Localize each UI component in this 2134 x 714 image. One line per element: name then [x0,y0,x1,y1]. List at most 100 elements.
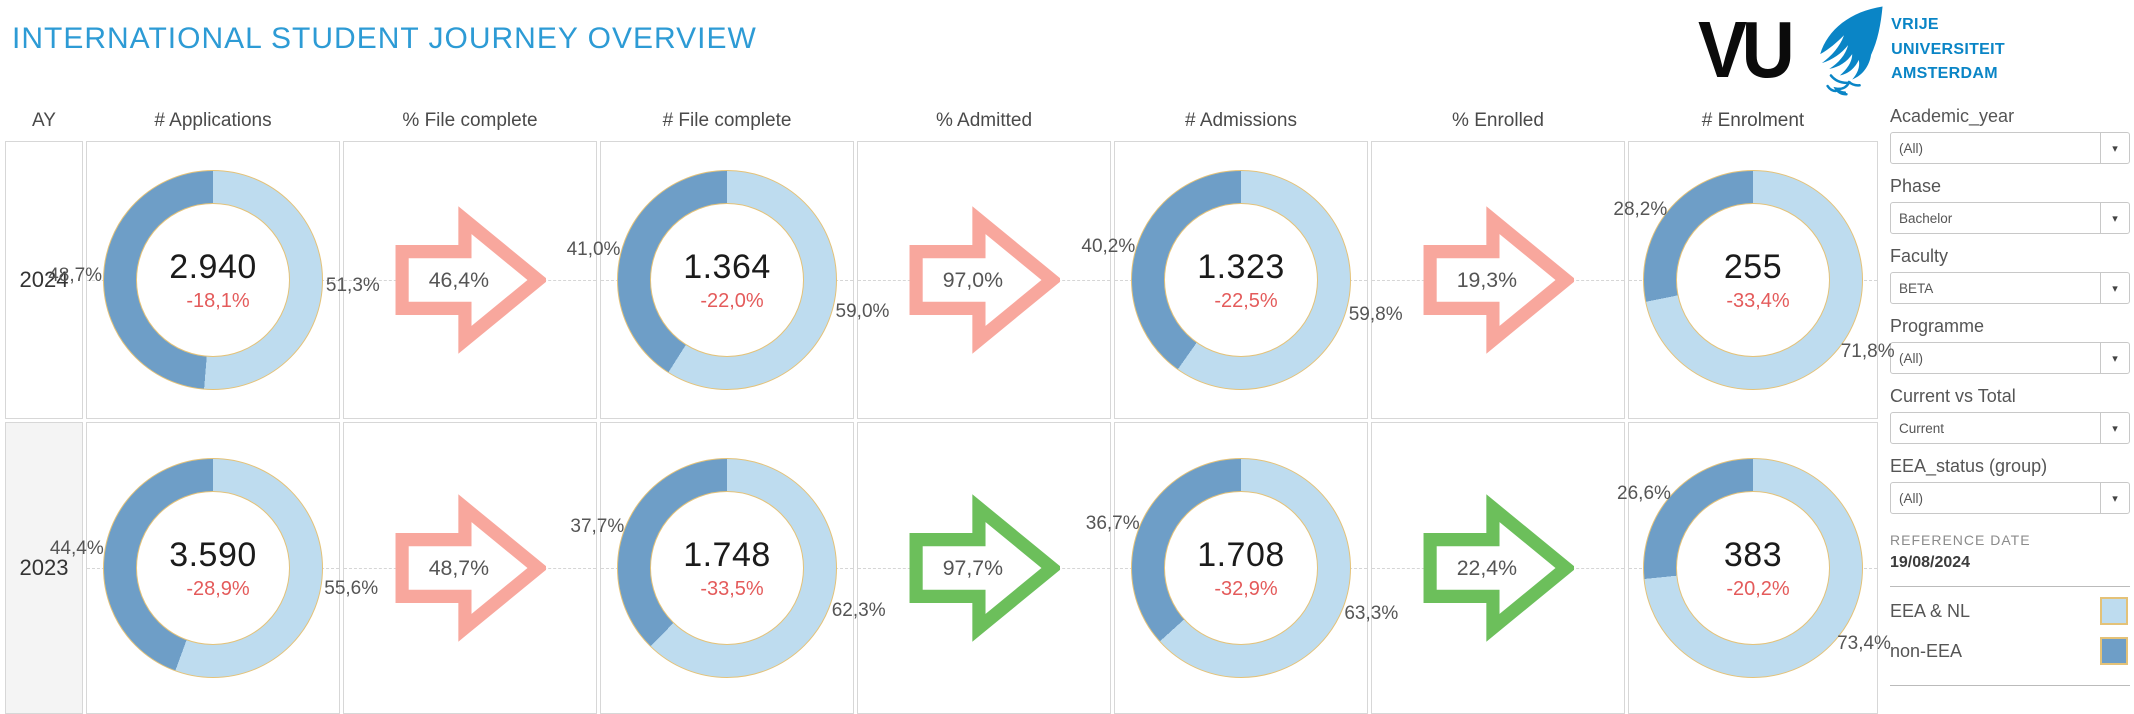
non-eea-share-label: 28,2% [1613,199,1668,221]
column-header-ay: AY [32,110,56,131]
donut-file-complete-2024[interactable]: 1.364 -22,0% 41,0% 59,0% [567,141,889,419]
arrow-file-complete-rate-2024[interactable]: 46,4% [343,141,597,419]
eea-status-select[interactable]: (All) ▾ [1890,482,2130,514]
donut-applications-2023[interactable]: 3.590 -28,9% 44,4% 55,6% [50,422,378,714]
filter-label: Faculty [1890,246,1949,266]
eea-nl-share-label: 59,0% [835,301,890,323]
eea-nl-share-label: 62,3% [831,600,886,622]
donut-value: 1.748 [683,535,771,574]
donut-value: 255 [1723,247,1783,286]
arrow-admitted-rate-2023[interactable]: 97,7% [857,422,1111,714]
selected-value: (All) [1899,350,1923,366]
chevron-down-icon[interactable]: ▾ [2100,413,2129,443]
donut-ring: 2.940 -18,1% [103,170,323,390]
legend-divider [1890,586,2130,587]
svg-text:22,4%: 22,4% [1457,556,1517,580]
ay-label-2023: 2023 [5,422,83,714]
arrow-enrolled-rate-2024[interactable]: 19,3% [1371,141,1625,419]
legend-divider [1890,685,2130,686]
selected-value: (All) [1899,490,1923,506]
donut-value: 3.590 [169,535,257,574]
programme-select[interactable]: (All) ▾ [1890,342,2130,374]
vu-name: VRIJE UNIVERSITEIT AMSTERDAM [1891,13,2005,87]
selected-value: Current [1899,420,1945,436]
donut-value: 1.708 [1197,535,1285,574]
svg-text:97,7%: 97,7% [943,556,1003,580]
donut-hole: 2.940 -18,1% [136,203,290,357]
donut-file-complete-2023[interactable]: 1.748 -33,5% 37,7% 62,3% [570,422,886,714]
non-eea-share-label: 44,4% [49,538,104,560]
current-vs-total-select[interactable]: Current ▾ [1890,412,2130,444]
donut-value: 1.323 [1197,247,1285,286]
donut-applications-2024[interactable]: 2.940 -18,1% 48,7% 51,3% [48,141,380,419]
donut-value: 1.364 [683,247,771,286]
filter-label: Programme [1890,316,1985,336]
eea-nl-share-label: 55,6% [324,577,379,599]
legend-label: non-EEA [1890,640,1963,661]
donut-admissions-2024[interactable]: 1.323 -22,5% 40,2% 59,8% [1081,141,1403,419]
vu-name-line: VRIJE [1891,15,1939,33]
conversion-arrow-icon: 97,7% [909,494,1060,642]
arrow-admitted-rate-2024[interactable]: 97,0% [857,141,1111,419]
chevron-down-icon[interactable]: ▾ [2100,273,2129,303]
filter-academic-year: Academic_year (All) ▾ [1890,106,2130,164]
column-header-enrolment: # Enrolment [1701,110,1805,131]
non-eea-share-label: 48,7% [48,265,103,287]
selected-value: BETA [1899,280,1934,296]
page-title: INTERNATIONAL STUDENT JOURNEY OVERVIEW [12,22,757,55]
donut-hole: 1.323 -22,5% [1164,203,1318,357]
non-eea-share-label: 36,7% [1085,512,1140,534]
vu-griffin-icon [1820,6,1883,96]
arrow-enrolled-rate-2023[interactable]: 22,4% [1371,422,1625,714]
donut-ring: 1.708 -32,9% [1131,458,1351,678]
chevron-down-icon[interactable]: ▾ [2100,483,2129,513]
filter-label: EEA_status (group) [1890,456,2048,476]
filter-eea-status: EEA_status (group) (All) ▾ [1890,456,2130,514]
eea-nl-share-label: 59,8% [1348,303,1403,325]
donut-ring: 3.590 -28,9% [103,458,323,678]
chevron-down-icon[interactable]: ▾ [2100,133,2129,163]
non-eea-share-label: 40,2% [1081,236,1136,258]
faculty-select[interactable]: BETA ▾ [1890,272,2130,304]
donut-yoy-delta: -33,5% [700,577,764,600]
donut-ring: 255 -33,4% [1643,170,1863,390]
non-eea-share-label: 37,7% [570,515,625,537]
selected-value: Bachelor [1899,210,1953,226]
donut-yoy-delta: -22,0% [700,289,764,312]
vu-wordmark: VU [1698,5,1795,94]
legend-item-eea-nl[interactable]: EEA & NL [1890,591,2130,631]
eea-nl-swatch[interactable] [2100,597,2128,625]
academic-year-select[interactable]: (All) ▾ [1890,132,2130,164]
selected-value: (All) [1899,140,1923,156]
conversion-arrow-icon: 22,4% [1423,494,1574,642]
donut-value: 383 [1723,535,1783,574]
legend-item-non-eea[interactable]: non-EEA [1890,631,2130,671]
svg-text:19,3%: 19,3% [1457,268,1517,292]
filter-programme: Programme (All) ▾ [1890,316,2130,374]
donut-ring: 1.748 -33,5% [617,458,837,678]
non-eea-swatch[interactable] [2100,637,2128,665]
donut-yoy-delta: -28,9% [186,577,250,600]
chevron-down-icon[interactable]: ▾ [2100,203,2129,233]
chevron-down-icon[interactable]: ▾ [2100,343,2129,373]
arrow-file-complete-rate-2023[interactable]: 48,7% [343,422,597,714]
donut-enrolment-2023[interactable]: 383 -20,2% 26,6% 73,4% [1617,422,1891,714]
reference-date-label: REFERENCE DATE [1890,532,2031,548]
donut-yoy-delta: -22,5% [1214,289,1278,312]
donut-hole: 1.364 -22,0% [650,203,804,357]
phase-select[interactable]: Bachelor ▾ [1890,202,2130,234]
donut-enrolment-2024[interactable]: 255 -33,4% 28,2% 71,8% [1613,141,1895,419]
filter-faculty: Faculty BETA ▾ [1890,246,2130,304]
column-header-file-complete-rate: % File complete [402,110,538,131]
column-header-admissions: # Admissions [1185,110,1297,131]
donut-yoy-delta: -32,9% [1214,577,1278,600]
vu-name-line: AMSTERDAM [1891,65,1998,83]
reference-date-value: 19/08/2024 [1890,554,1971,571]
filter-phase: Phase Bachelor ▾ [1890,176,2130,234]
donut-admissions-2023[interactable]: 1.708 -32,9% 36,7% 63,3% [1086,422,1398,714]
donut-ring: 383 -20,2% [1643,458,1863,678]
svg-text:97,0%: 97,0% [943,268,1003,292]
non-eea-share-label: 41,0% [566,238,621,260]
ay-label-2024: 2024 [5,141,83,419]
donut-yoy-delta: -18,1% [186,289,250,312]
